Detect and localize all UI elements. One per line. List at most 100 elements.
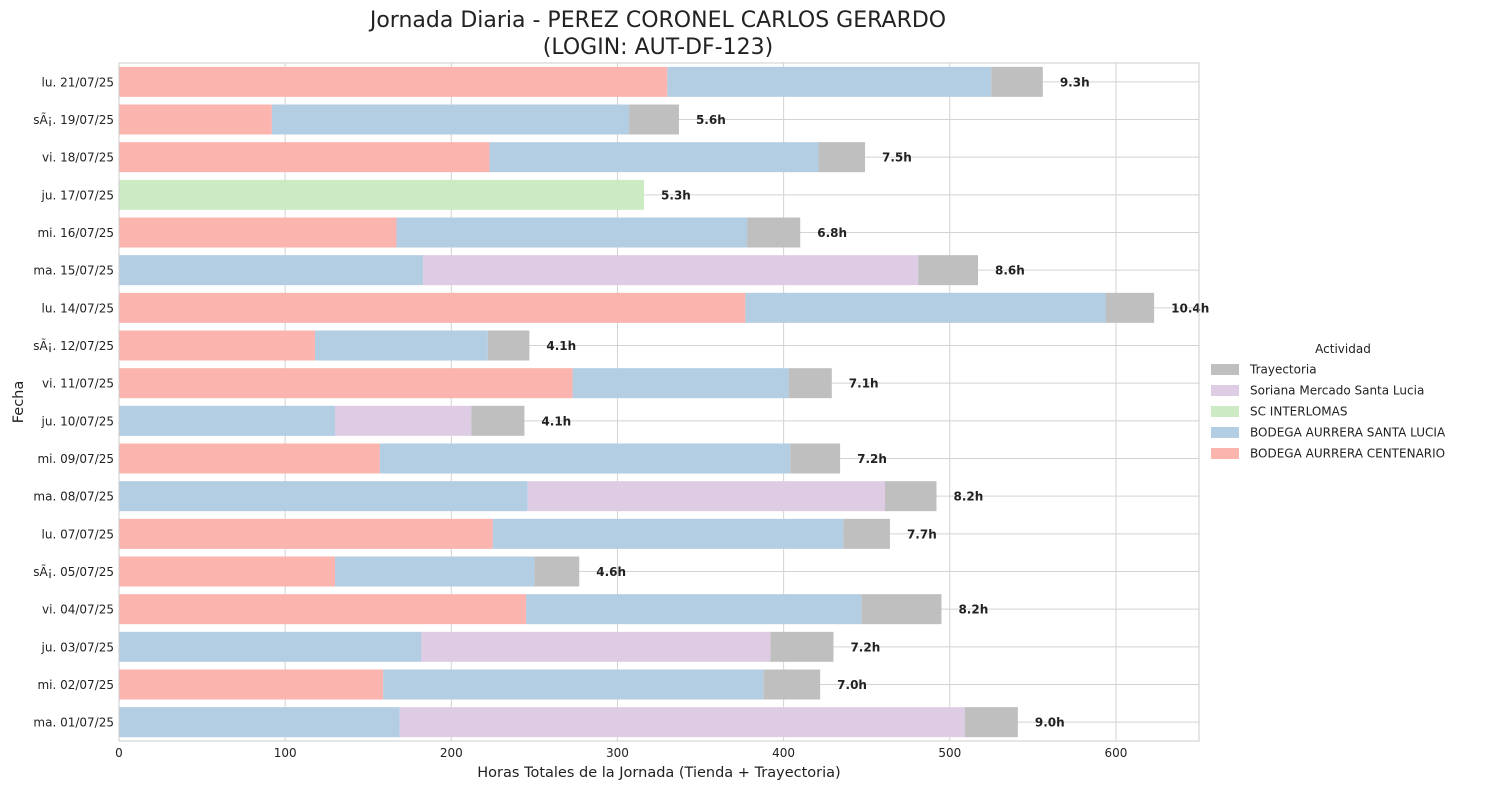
y-tick-label: ju. 03/07/25 [41,640,114,654]
bar-segment-bodega-aurrera-centenario [119,330,316,361]
y-tick-label: lu. 14/07/25 [42,301,114,315]
bar-total-label: 10.4h [1171,301,1209,315]
bar-total-label: 5.6h [696,113,726,127]
bar-segment-trayectoria [818,142,866,173]
bar-segment-trayectoria [770,631,834,662]
legend-swatch [1211,364,1239,375]
x-tick-label: 100 [274,746,297,760]
legend-entry-label: Trayectoria [1249,363,1317,377]
bar-segment-bodega-aurrera-santa-lucia [572,368,789,399]
bar-segment-soriana-mercado-santa-lucia [527,481,885,512]
bar-total-label: 9.3h [1060,75,1090,89]
y-tick-label: lu. 21/07/25 [42,75,114,89]
bar-segment-bodega-aurrera-centenario [119,594,527,625]
legend-title: Actividad [1315,342,1371,356]
bar-segment-bodega-aurrera-centenario [119,669,384,700]
chart-subtitle: (LOGIN: AUT-DF-123) [543,35,773,60]
bar-segment-trayectoria [1105,292,1155,323]
y-tick-label: vi. 18/07/25 [42,151,114,165]
bar-total-label: 4.1h [541,414,571,428]
bar-segment-trayectoria [763,669,821,700]
bar-total-label: 9.0h [1035,716,1065,730]
y-tick-label: mi. 02/07/25 [37,678,114,692]
x-tick-label: 400 [772,746,795,760]
y-tick-label: ju. 10/07/25 [41,414,114,428]
bar-segment-soriana-mercado-santa-lucia [335,405,472,436]
legend-swatch [1211,406,1239,417]
bar-total-label: 8.2h [953,490,983,504]
y-tick-label: lu. 07/07/25 [42,527,114,541]
bar-segment-trayectoria [788,368,832,399]
y-tick-label: ma. 01/07/25 [33,716,114,730]
legend-swatch [1211,427,1239,438]
y-tick-label: vi. 11/07/25 [42,377,114,391]
bar-segment-bodega-aurrera-centenario [119,217,397,248]
bar-segment-trayectoria [843,518,890,549]
x-tick-label: 0 [115,746,123,760]
bar-segment-bodega-aurrera-santa-lucia [315,330,488,361]
legend-entry-label: BODEGA AURRERA CENTENARIO [1250,447,1445,461]
legend-swatch [1211,448,1239,459]
bar-segment-trayectoria [471,405,525,436]
bar-segment-bodega-aurrera-santa-lucia [271,104,630,135]
bar-total-label: 7.1h [849,377,879,391]
bar-segment-bodega-aurrera-santa-lucia [383,669,764,700]
chart-title: Jornada Diaria - PEREZ CORONEL CARLOS GE… [368,8,946,33]
bar-segment-soriana-mercado-santa-lucia [421,631,771,662]
bar-segment-trayectoria [747,217,801,248]
bar-total-label: 4.6h [596,565,626,579]
bars: 9.3h 5.6h 7.5h 5.3h 6.8h 8.6h 10.4h 4.1h 7.1h 4.1… [119,66,1209,738]
bar-segment-trayectoria [629,104,679,135]
bar-segment-trayectoria [534,556,580,587]
bar-segment-bodega-aurrera-santa-lucia [379,443,791,474]
y-tick-label: mi. 16/07/25 [37,226,114,240]
y-tick-label: vi. 04/07/25 [42,603,114,617]
x-axis-label: Horas Totales de la Jornada (Tienda + Tr… [477,765,840,781]
legend-entry-label: BODEGA AURRERA SANTA LUCIA [1250,426,1446,440]
bar-total-label: 8.6h [995,264,1025,278]
x-axis-ticks: 0 100 200 300 400 500 600 [115,746,1127,760]
bar-segment-bodega-aurrera-centenario [119,104,272,135]
bar-segment-bodega-aurrera-santa-lucia [119,481,528,512]
bar-segment-soriana-mercado-santa-lucia [423,255,919,286]
bar-segment-bodega-aurrera-santa-lucia [119,631,422,662]
bar-segment-bodega-aurrera-centenario [119,142,490,173]
y-tick-label: ma. 08/07/25 [33,490,114,504]
x-tick-label: 200 [440,746,463,760]
x-tick-label: 300 [606,746,629,760]
bar-segment-bodega-aurrera-centenario [119,443,380,474]
bar-segment-bodega-aurrera-santa-lucia [335,556,535,587]
bar-segment-bodega-aurrera-santa-lucia [489,142,819,173]
bar-segment-trayectoria [991,66,1043,97]
bar-segment-trayectoria [790,443,841,474]
bar-segment-trayectoria [918,255,979,286]
y-axis-ticks: lu. 21/07/25 sÃ¡. 19/07/25 vi. 18/07/25 ju.… [33,75,114,729]
bar-segment-bodega-aurrera-santa-lucia [667,66,992,97]
bar-segment-bodega-aurrera-centenario [119,518,493,549]
y-tick-label: sÃ¡. 05/07/25 [33,564,114,579]
y-tick-label: sÃ¡. 19/07/25 [33,112,114,127]
bar-segment-bodega-aurrera-santa-lucia [119,707,400,738]
bar-segment-soriana-mercado-santa-lucia [399,707,965,738]
bar-segment-bodega-aurrera-santa-lucia [396,217,748,248]
bar-segment-trayectoria [884,481,937,512]
bar-total-label: 8.2h [958,603,988,617]
bar-total-label: 7.5h [882,151,912,165]
y-tick-label: sÃ¡. 12/07/25 [33,338,114,353]
bar-segment-bodega-aurrera-santa-lucia [119,255,424,286]
bar-total-label: 4.1h [546,339,576,353]
bar-segment-bodega-aurrera-centenario [119,66,668,97]
bar-total-label: 7.0h [837,678,867,692]
x-tick-label: 500 [938,746,961,760]
bar-total-label: 7.7h [907,527,937,541]
y-axis-label: Fecha [11,381,27,424]
bar-segment-sc-interlomas [119,179,645,210]
bar-segment-bodega-aurrera-santa-lucia [492,518,844,549]
legend-entry-label: SC INTERLOMAS [1250,405,1347,419]
bar-total-label: 7.2h [857,452,887,466]
bar-segment-trayectoria [861,594,942,625]
y-tick-label: mi. 09/07/25 [37,452,114,466]
legend-swatch [1211,385,1239,396]
